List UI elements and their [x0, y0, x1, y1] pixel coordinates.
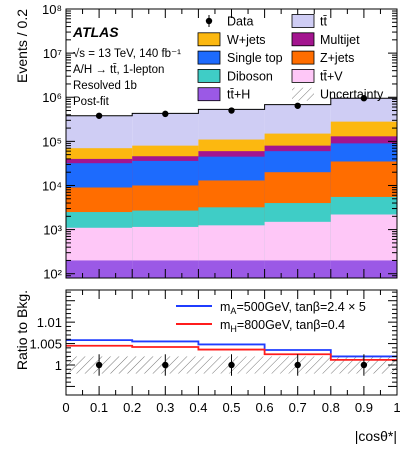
legend-swatch: [197, 50, 221, 65]
x-tick-label: 1: [393, 400, 400, 415]
legend-entry-8: tt̄+V: [291, 69, 343, 83]
legend-entry-3: W+jets: [197, 32, 266, 47]
legend-label: Multijet: [320, 33, 360, 47]
ratio-y-tick-label: 1.005: [29, 337, 62, 352]
y-tick-label: 10⁴: [42, 178, 62, 193]
ratio-line-2: [66, 344, 397, 361]
legend-label: Z+jets: [320, 51, 354, 65]
ratio-legend-entry-2: mH=800GeV, tanβ=0.4: [176, 318, 345, 334]
legend-label: Single top: [227, 51, 283, 65]
annotation-line-3: Resolved 1b: [73, 80, 137, 92]
annotation-line-1: √s = 13 TeV, 140 fb⁻¹: [73, 47, 181, 60]
x-tick-label: 0.3: [156, 400, 174, 415]
ratio-line-1: [66, 339, 397, 358]
legend-entry-9: tt̄+H: [197, 87, 250, 102]
data-point-3: [228, 107, 235, 114]
legend-swatch: [291, 14, 315, 28]
legend-hatch-swatch: [292, 87, 314, 101]
legend-label: tt̄+V: [320, 69, 343, 83]
x-tick-label: 0.8: [322, 400, 340, 415]
ratio-y-tick-label: 1: [55, 358, 62, 373]
main-histogram-panel: 10² 10³ 10⁴ 10⁵ 10⁶ 10⁷ 10⁸ Events / 0.2 ATLAS…: [14, 2, 398, 282]
legend-swatch: [291, 50, 315, 65]
main-y-axis-label: Events / 0.2: [14, 9, 30, 83]
ratio-legend-label: mA=500GeV, tanβ=2.4 × 5: [220, 300, 366, 316]
legend-entry-2: tt̄: [291, 14, 327, 29]
legend-entry-6: Z+jets: [291, 50, 354, 65]
x-tick-label: 0.4: [189, 400, 207, 415]
annotation-line-4: Post-fit: [73, 96, 110, 108]
ratio-data-point-2: [162, 361, 169, 369]
x-tick-label: 0.2: [123, 400, 141, 415]
legend-swatch: [291, 32, 315, 47]
legend-swatch: [291, 69, 315, 83]
data-point-2: [162, 110, 169, 118]
data-point-5: [360, 95, 368, 102]
legend-swatch: [197, 87, 221, 102]
ratio-panel: 1 1.005 1.01 0 0.1 0.2 0.3 0.4 0.5 0.6 0.7 0.8 0.9 1…: [14, 289, 401, 444]
legend-label: Uncertainty: [320, 88, 384, 102]
ratio-legend-entry-1: mA=500GeV, tanβ=2.4 × 5: [176, 300, 366, 316]
legend-label: tt̄: [320, 15, 327, 29]
y-tick-label: 10³: [43, 223, 62, 238]
ratio-legend: mA=500GeV, tanβ=2.4 × 5 mH=800GeV, tanβ=0…: [176, 300, 366, 334]
annotation-line-2: A/H → tt̄, 1-lepton: [73, 64, 164, 76]
atlas-annotation: ATLAS √s = 13 TeV, 140 fb⁻¹ A/H → tt̄, 1…: [72, 24, 181, 108]
x-tick-label: 0.7: [289, 400, 307, 415]
ratio-y-axis-label: Ratio to Bkg.: [14, 290, 30, 370]
x-axis-label: |cosθ*|: [355, 428, 397, 444]
y-tick-label: 10⁸: [42, 2, 62, 17]
ratio-legend-label: mH=800GeV, tanβ=0.4: [220, 318, 345, 334]
y-tick-label: 10²: [43, 267, 62, 282]
x-tick-label: 0.5: [222, 400, 240, 415]
legend-label: W+jets: [227, 33, 266, 47]
legend-entry-5: Single top: [197, 50, 283, 65]
ratio-data-point-5: [360, 361, 368, 369]
x-tick-label: 0.9: [355, 400, 373, 415]
legend-marker: [205, 17, 213, 25]
data-point-4: [294, 102, 301, 109]
y-tick-label: 10⁶: [42, 90, 62, 105]
legend-swatch: [197, 32, 221, 47]
x-tick-label: 0: [62, 400, 69, 415]
ratio-y-tick-label: 1.01: [37, 315, 62, 330]
ratio-data-point-1: [95, 361, 103, 369]
data-point-1: [95, 112, 103, 119]
atlas-label: ATLAS: [72, 24, 119, 40]
legend-label: Diboson: [227, 69, 273, 83]
ratio-data-point-4: [294, 361, 301, 369]
y-tick-label: 10⁷: [43, 46, 62, 61]
x-tick-label: 0.1: [90, 400, 108, 415]
legend-entry-4: Multijet: [291, 32, 360, 47]
legend-entry-1: Data: [205, 15, 253, 29]
ratio-data-point-3: [228, 361, 235, 369]
y-tick-label: 10⁵: [42, 134, 62, 149]
legend-entry-7: Diboson: [197, 69, 273, 83]
legend-entry-10: Uncertainty: [292, 87, 384, 102]
legend-swatch: [197, 69, 221, 83]
legend-label: tt̄+H: [227, 88, 250, 102]
x-tick-label: 0.6: [256, 400, 274, 415]
main-legend: Data tt̄ W+jets Multijet Single top Z+jets Dib…: [197, 14, 384, 102]
legend-label: Data: [227, 15, 253, 29]
